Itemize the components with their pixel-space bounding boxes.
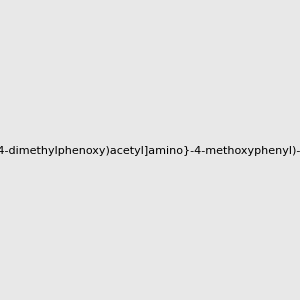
- Text: N-(3-{[(2,4-dimethylphenoxy)acetyl]amino}-4-methoxyphenyl)-2-furamide: N-(3-{[(2,4-dimethylphenoxy)acetyl]amino…: [0, 146, 300, 157]
